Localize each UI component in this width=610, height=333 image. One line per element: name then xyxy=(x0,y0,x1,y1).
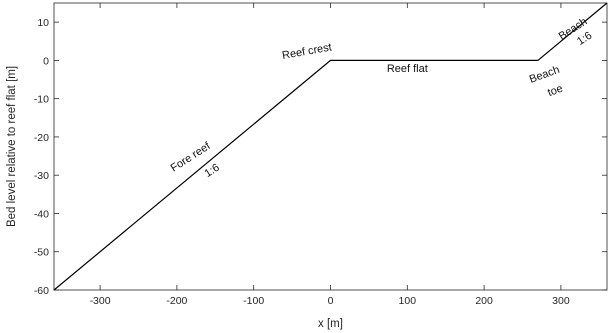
y-tick-label: -50 xyxy=(34,247,49,259)
y-tick-label: 0 xyxy=(43,55,49,67)
axes-group: -300 -200 -100 0 100 200 300-60-50-40-30-20-10… xyxy=(6,2,608,330)
annotation-label: Reef crest xyxy=(281,41,332,62)
x-tick-label: 200 xyxy=(475,295,493,307)
plot-area xyxy=(53,2,608,291)
y-tick-label: -40 xyxy=(34,208,49,220)
annotation-label: toe xyxy=(546,83,564,100)
x-tick-label: 300 xyxy=(552,295,570,307)
annotation-label: Reef flat xyxy=(387,63,428,75)
x-tick-label: -300 xyxy=(90,295,111,307)
bed-profile-line xyxy=(53,2,608,291)
y-tick-label: -20 xyxy=(34,132,49,144)
y-axis-label: Bed level relative to reef flat [m] xyxy=(6,66,18,227)
y-tick-label: 10 xyxy=(37,17,49,29)
y-tick-label: -30 xyxy=(34,170,49,182)
y-tick-label: -60 xyxy=(34,285,49,297)
x-axis-label: x [m] xyxy=(318,318,343,330)
annotation-label: Beach xyxy=(528,64,561,86)
x-tick-label: 100 xyxy=(399,295,417,307)
x-tick-label: 0 xyxy=(328,295,334,307)
x-tick-label: -100 xyxy=(243,295,264,307)
y-tick-label: -10 xyxy=(34,94,49,106)
x-tick-label: -200 xyxy=(166,295,187,307)
